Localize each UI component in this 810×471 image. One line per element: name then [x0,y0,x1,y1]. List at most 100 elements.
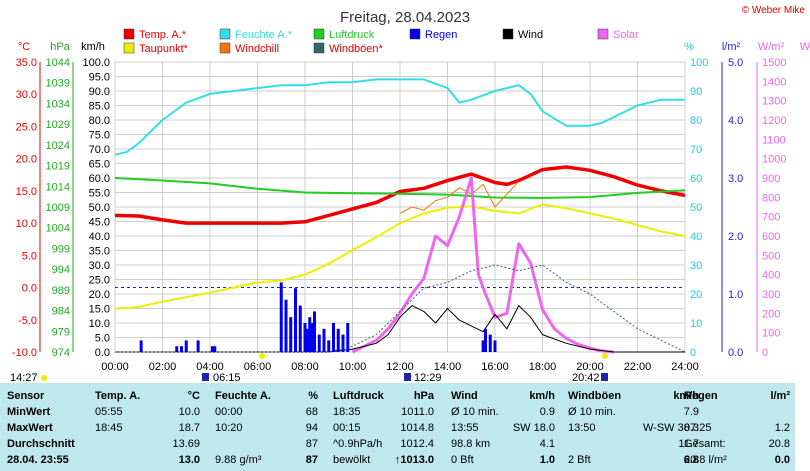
table-cell: 9.88 g/m³ [215,454,262,466]
rain-bar [294,288,297,352]
rain-bar [322,328,326,352]
solar-tick-label: 100 [762,328,780,340]
table-cell: 05:55 [95,406,123,418]
legend-label: Windchill [235,43,279,55]
x-tick-label: 04:00 [196,361,224,373]
kmh-tick-label: 30.0 [89,260,110,272]
table-cell: bewölkt [333,454,371,466]
x-tick-label: 16:00 [481,361,509,373]
table-cell: 18:35 [333,406,361,418]
side-cut [795,383,810,471]
percent-tick-label: 100 [690,57,708,69]
credit-text: © Weber Mike [742,5,806,16]
kmh-tick-label: 100.0 [82,57,110,69]
series-line-feuchtea [114,78,685,156]
percent-tick-label: 70 [690,144,702,156]
kmh-tick-label: 65.0 [89,159,110,171]
percent-tick-label: 20 [690,289,702,301]
percent-tick-label: 80 [690,115,702,127]
table-cell: 1012.4 [400,438,434,450]
series-line-tempa [114,165,686,225]
legend: Temp. A.* Feuchte A.* Luftdruck Regen Wind So… [123,28,639,55]
kmh-tick-label: 5.0 [95,333,110,345]
rain-tick-label: 3.0 [728,173,743,185]
table-header: Windböen [568,390,622,402]
percent-unit-label: % [684,41,694,53]
legend-label: Solar [613,29,639,41]
x-tick-label: 24:00 [671,361,699,373]
rain-tick-label: 1.0 [728,289,743,301]
rain-bar [481,340,485,352]
hpa-tick-label: 974 [52,347,70,359]
table-header: Regen [684,390,718,402]
celsius-tick-label: -10.0 [12,347,37,359]
kmh-tick-label: 25.0 [89,275,110,287]
table-cell: 68 [305,406,318,418]
kmh-tick-label: 70.0 [89,144,110,156]
table-cell: 07:25 [684,422,712,434]
table-cell: 18.7 [178,422,200,434]
table-cell: 7.9 [683,406,699,418]
solar-tick-label: 1100 [762,134,786,146]
x-tick-label: 12:00 [386,361,414,373]
marker-noon: 12:29 [414,372,442,383]
hpa-tick-label: 989 [52,285,70,297]
solar-tick-label: 200 [762,308,780,320]
percent-tick-label: 60 [690,173,702,185]
series-line-windchill [399,180,520,214]
marker-sunrise: 06:15 [213,372,241,383]
rain-bar [175,346,179,352]
table-cell: 1.2 [774,422,790,434]
solar-unit-label: W/m² [758,41,785,53]
table-cell: 2 Bft [568,454,591,466]
table-cell: 13.0 [178,454,200,466]
solar-tick-label: 300 [762,289,780,301]
legend-label: Wind [518,29,543,41]
kmh-tick-label: 80.0 [89,115,110,127]
weather-chart: Freitag, 28.04.2023 © Weber Mike Temp. A… [10,5,810,383]
hpa-tick-label: 1009 [46,202,70,214]
sun-icon [41,375,47,381]
kmh-tick-label: 75.0 [89,130,110,142]
series-line-luftdruck [114,177,686,199]
rain-bar [484,328,487,352]
rain-bar [184,340,188,352]
percent-tick-label: 50 [690,202,702,214]
marker-sunset: 20:42 [572,372,600,383]
solar-tick-label: 0 [762,347,768,359]
x-tick-label: 14:00 [434,361,462,373]
table-cell: 28.04. 23:55 [7,454,69,466]
kmh-unit-label: km/h [81,41,105,53]
table-cell: 13:55 [451,422,479,434]
table-header: Luftdruck [333,390,384,402]
table-cell: 87 [305,454,318,466]
kmh-tick-label: 35.0 [89,246,110,258]
table-header: Feuchte A. [215,390,271,402]
percent-tick-label: 40 [690,231,702,243]
time-markers: 14:27 06:15 12:29 20:42 [10,353,608,383]
table-cell: 4.1 [539,438,555,450]
table-cell: 98.8 km [451,438,491,450]
kmh-tick-label: 90.0 [89,86,110,98]
table-cell: 1014.8 [400,422,434,434]
x-tick-label: 10:00 [339,361,367,373]
rain-bar [336,328,340,352]
rain-bar [346,323,350,352]
legend-swatch [597,28,609,40]
rain-tick-label: 5.0 [728,57,743,69]
rain-tick-label: 4.0 [728,115,743,127]
solar-tick-label: 1400 [762,76,786,88]
legend-swatch [123,28,135,40]
rain-unit-label: l/m² [722,41,741,53]
solar-tick-label: 1200 [762,115,786,127]
legend-swatch [123,42,135,54]
table-cell: 10.0 [178,406,200,418]
rain-bar [305,328,309,352]
percent-tick-label: 10 [690,318,702,330]
solar-tick-label: 1300 [762,96,786,108]
kmh-tick-label: 85.0 [89,101,110,113]
table-header: Wind [451,390,478,402]
solar-tick-label: 700 [762,212,780,224]
kmh-tick-label: 10.0 [89,318,110,330]
rain-bar [210,346,214,352]
